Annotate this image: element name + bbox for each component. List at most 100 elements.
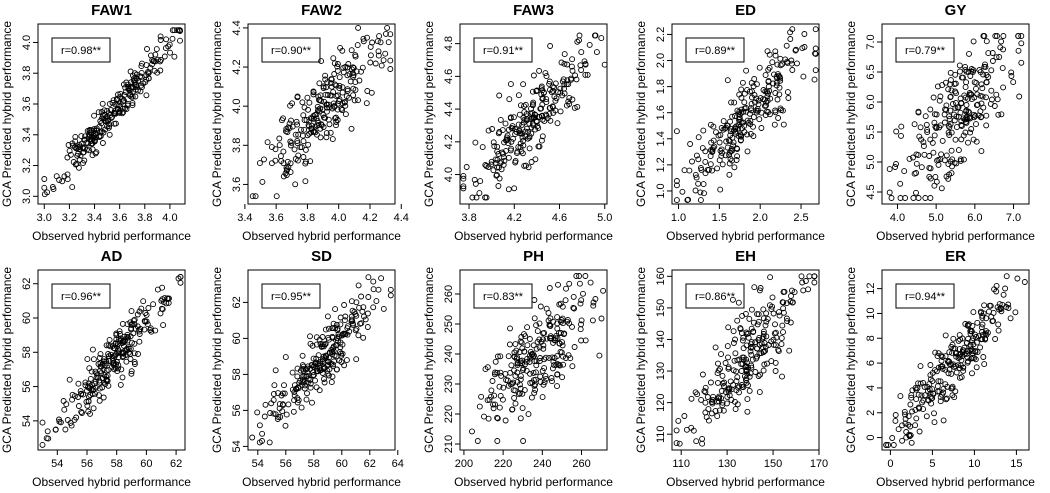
- data-point: [673, 178, 680, 184]
- data-point: [44, 428, 51, 435]
- data-point: [999, 65, 1006, 72]
- data-point: [157, 56, 164, 63]
- data-point: [483, 163, 490, 169]
- data-point: [748, 339, 755, 346]
- y-tick-label: 3.8: [21, 66, 33, 81]
- data-point: [909, 408, 916, 415]
- data-point: [725, 324, 732, 331]
- data-point: [360, 35, 367, 42]
- data-point: [981, 302, 988, 309]
- data-point: [743, 108, 749, 115]
- data-point: [786, 347, 793, 354]
- data-point: [496, 92, 503, 99]
- data-point: [725, 388, 732, 395]
- data-point: [917, 124, 924, 131]
- data-point: [278, 158, 285, 164]
- data-point: [673, 427, 680, 434]
- data-point: [718, 388, 725, 394]
- data-point: [966, 50, 972, 57]
- data-point: [567, 355, 574, 362]
- data-point: [759, 335, 766, 342]
- data-point: [729, 113, 736, 120]
- data-point: [1007, 315, 1014, 322]
- data-point: [948, 343, 955, 350]
- data-point: [979, 328, 986, 335]
- data-point: [947, 107, 954, 114]
- data-point: [516, 128, 523, 135]
- y-tick-label: 5.0: [865, 154, 877, 169]
- data-point: [725, 385, 732, 392]
- data-point: [531, 114, 538, 121]
- data-point: [89, 152, 96, 159]
- y-tick-label: 4.2: [443, 134, 455, 149]
- data-point: [699, 371, 706, 378]
- data-point: [710, 393, 717, 400]
- data-point: [295, 397, 302, 404]
- data-point: [133, 75, 139, 82]
- data-point: [762, 72, 769, 79]
- x-tick-label: 4.0: [331, 212, 346, 224]
- data-point: [730, 142, 737, 149]
- data-point: [376, 33, 383, 40]
- data-point: [973, 121, 979, 128]
- data-point: [513, 347, 520, 354]
- data-point: [484, 364, 491, 371]
- data-point: [897, 393, 904, 400]
- data-point: [970, 341, 977, 348]
- data-point: [138, 84, 145, 91]
- data-point: [927, 362, 934, 368]
- y-tick-label: 54: [21, 415, 33, 427]
- data-point: [110, 97, 117, 104]
- data-point: [288, 117, 294, 124]
- data-point: [559, 374, 566, 381]
- x-axis-label: Observed hybrid performance: [32, 475, 191, 489]
- data-point: [320, 83, 327, 90]
- y-tick-label: 110: [655, 425, 667, 443]
- data-point: [97, 351, 104, 358]
- data-point: [566, 94, 573, 101]
- data-point: [940, 417, 947, 424]
- data-point: [281, 390, 288, 397]
- data-point: [299, 352, 306, 359]
- x-tick-label: 200: [455, 458, 473, 470]
- data-point: [529, 102, 536, 109]
- data-point: [558, 317, 565, 323]
- data-point: [943, 152, 950, 159]
- data-point: [143, 92, 150, 99]
- data-point: [949, 156, 956, 163]
- data-point: [39, 441, 46, 448]
- data-point: [764, 315, 771, 322]
- y-tick-label: 150: [655, 299, 667, 317]
- x-axis-label: Observed hybrid performance: [666, 475, 825, 489]
- data-point: [306, 99, 313, 106]
- data-point: [690, 427, 697, 434]
- data-point: [495, 130, 502, 137]
- data-point: [971, 355, 978, 362]
- x-tick-label: 60: [336, 458, 348, 470]
- data-point: [787, 29, 794, 36]
- data-point: [332, 306, 339, 313]
- data-point: [320, 363, 327, 370]
- x-tick-label: 5.0: [929, 212, 944, 224]
- data-point: [725, 354, 731, 361]
- y-tick-label: 1.4: [655, 131, 667, 146]
- data-point: [771, 330, 778, 337]
- data-point: [730, 328, 737, 335]
- data-point: [89, 146, 96, 153]
- data-point: [543, 305, 550, 312]
- y-tick-label: 56: [21, 380, 33, 392]
- data-point: [73, 160, 80, 167]
- data-point: [746, 88, 753, 95]
- data-point: [287, 160, 294, 167]
- data-point: [915, 195, 922, 201]
- data-point: [105, 342, 112, 349]
- data-point: [976, 67, 983, 73]
- data-point: [90, 356, 97, 363]
- data-point: [340, 330, 347, 337]
- data-point: [507, 115, 514, 122]
- data-point: [277, 414, 284, 420]
- data-point: [327, 129, 334, 136]
